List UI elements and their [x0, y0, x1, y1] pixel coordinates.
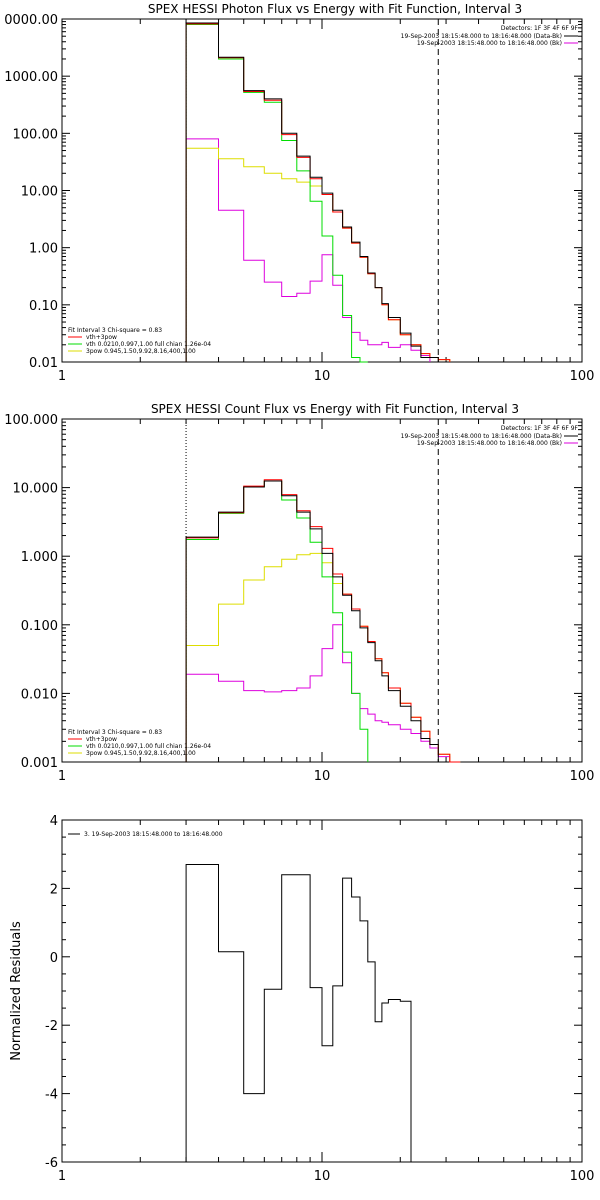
y-tick-label: 1000.00	[4, 70, 58, 85]
legend-sum-label: vth+3pow	[86, 334, 117, 341]
x-tick-label: 10	[314, 769, 331, 784]
legend-nonthermal-label: 3pow 0.945,1.50,9.92,8.16,400,1.00	[86, 750, 196, 757]
series-sum-line	[185, 23, 451, 362]
series-total-line	[185, 864, 412, 1162]
info-data-interval: 19-Sep-2003 18:15:48.000 to 18:16:48.000…	[401, 433, 562, 440]
y-tick-label: 100.000	[4, 413, 58, 428]
y-tick-label: 0.001	[21, 756, 58, 771]
photon-flux-info-text: Detectors: 1F 3F 4F 6F 9F 19-Sep-2003 18…	[401, 25, 579, 47]
count-flux-legend: Fit Interval 3 Chi-square = 0.83 vth+3po…	[68, 729, 211, 757]
info-bk-interval: 19-Sep-2003 18:15:48.000 to 18:16:48.000…	[417, 440, 562, 447]
y-tick-label: 10.000	[13, 482, 59, 497]
count-flux-title: SPEX HESSI Count Flux vs Energy with Fit…	[151, 402, 519, 416]
y-tick-label: 1.000	[21, 550, 58, 565]
y-tick-label: 100.00	[13, 127, 59, 142]
residuals-y-axis-label: Normalized Residuals	[9, 921, 24, 1061]
legend-thermal-label: vth 0.0210,0.997,1.00 full chian 1.26e-0…	[86, 341, 211, 348]
y-tick-label: 0.01	[29, 356, 58, 371]
residuals-panel: Normalized Residuals -6 -4 -2 0 2 4 1 10 100 3.…	[9, 814, 594, 1184]
photon-flux-panel: SPEX HESSI Photon Flux vs Energy with Fi…	[4, 2, 594, 384]
series-background-spec-line	[185, 138, 431, 362]
y-tick-label: 1.00	[29, 242, 58, 257]
x-tick-label: 100	[570, 1169, 595, 1184]
info-bk-interval: 19-Sep-2003 18:15:48.000 to 18:16:48.000…	[417, 40, 562, 47]
y-tick-label: 0	[50, 951, 58, 966]
x-tick-label: 1	[58, 1169, 66, 1184]
legend-fit-interval: Fit Interval 3 Chi-square = 0.83	[68, 327, 162, 334]
y-tick-label: 4	[50, 814, 58, 829]
y-tick-label: 2	[50, 882, 58, 897]
count-flux-panel: SPEX HESSI Count Flux vs Energy with Fit…	[4, 402, 594, 784]
legend-nonthermal-label: 3pow 0.945,1.50,9.92,8.16,400,1.00	[86, 348, 196, 355]
legend-sum-label: vth+3pow	[86, 736, 117, 743]
info-detectors: Detectors: 1F 3F 4F 6F 9F	[501, 25, 579, 32]
legend-residual-label: 3. 19-Sep-2003 18:15:48.000 to 18:16:48.…	[84, 831, 223, 838]
photon-flux-title: SPEX HESSI Photon Flux vs Energy with Fi…	[148, 2, 522, 16]
legend-thermal-label: vth 0.0210,0.997,1.00 full chian 1.26e-0…	[86, 743, 211, 750]
count-flux-info-text: Detectors: 1F 3F 4F 6F 9F 19-Sep-2003 18…	[401, 425, 579, 447]
y-tick-label: -4	[45, 1088, 58, 1103]
x-tick-label: 10	[314, 1169, 331, 1184]
y-tick-label: 10.00	[21, 185, 58, 200]
y-tick-label: 0000.00	[4, 13, 58, 28]
x-tick-label: 1	[58, 769, 66, 784]
series-total-line	[185, 480, 439, 762]
info-data-interval: 19-Sep-2003 18:15:48.000 to 18:16:48.000…	[401, 33, 562, 40]
y-tick-label: 0.010	[21, 687, 58, 702]
legend-fit-interval: Fit Interval 3 Chi-square = 0.83	[68, 729, 162, 736]
y-tick-label: -6	[45, 1156, 58, 1171]
residuals-legend: 3. 19-Sep-2003 18:15:48.000 to 18:16:48.…	[68, 831, 223, 838]
photon-flux-legend: Fit Interval 3 Chi-square = 0.83 vth+3po…	[68, 327, 211, 355]
y-tick-label: -2	[45, 1019, 58, 1034]
x-tick-label: 1	[58, 369, 66, 384]
y-tick-label: 0.10	[29, 299, 58, 314]
y-tick-label: 0.100	[21, 619, 58, 634]
x-tick-label: 100	[570, 769, 595, 784]
x-tick-label: 100	[570, 369, 595, 384]
x-tick-label: 10	[314, 369, 331, 384]
info-detectors: Detectors: 1F 3F 4F 6F 9F	[501, 425, 579, 432]
series-total-line	[185, 22, 439, 362]
